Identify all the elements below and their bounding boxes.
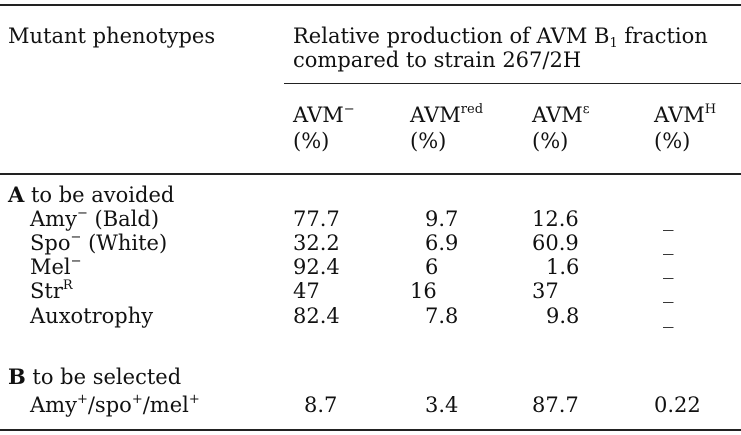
cell-mel-avm-red: 6 (425, 255, 439, 279)
row-label-mel: Mel− (30, 254, 82, 279)
column-unit-avm-epsilon: (%) (532, 129, 569, 153)
cell-auxotrophy-avm-epsilon: 9.8 (546, 304, 580, 328)
cell-mel-avm-epsilon: 1.6 (546, 255, 580, 279)
cell-selected-avm-minus: 8.7 (304, 393, 338, 417)
column-unit-avm-h: (%) (654, 129, 691, 153)
row-label-str: StrR (30, 278, 73, 303)
cell-amy-avm-red: 9.7 (425, 207, 459, 231)
column-header-avm-epsilon: AVMε (532, 102, 590, 127)
section-a-heading: A to be avoided (8, 182, 175, 208)
bottom-rule (0, 429, 741, 431)
cell-mel-avm-minus: 92.4 (293, 255, 340, 279)
header-bottom-rule (0, 173, 741, 175)
row-label-amy-spo-mel: Amy+/spo+/mel+ (30, 392, 200, 417)
cell-auxotrophy-avm-minus: 82.4 (293, 304, 340, 328)
cell-selected-avm-epsilon: 87.7 (532, 393, 579, 417)
cell-auxotrophy-avm-h: _ (663, 304, 674, 328)
row-label-auxotrophy: Auxotrophy (30, 304, 154, 328)
cell-amy-avm-epsilon: 12.6 (532, 207, 579, 231)
row-label-spo: Spo− (White) (30, 230, 168, 255)
cell-selected-avm-red: 3.4 (425, 393, 459, 417)
cell-amy-avm-h: _ (663, 207, 674, 231)
cell-spo-avm-epsilon: 60.9 (532, 231, 579, 255)
cell-spo-avm-minus: 32.2 (293, 231, 340, 255)
cell-spo-avm-h: _ (663, 231, 674, 255)
top-rule (0, 4, 741, 6)
cell-mel-avm-h: _ (663, 255, 674, 279)
header-subrule (284, 83, 741, 84)
table-header-title-line2: compared to strain 267/2H (293, 48, 582, 72)
column-header-avm-red: AVMred (410, 102, 484, 127)
cell-str-avm-epsilon: 37 (532, 279, 559, 303)
cell-amy-avm-minus: 77.7 (293, 207, 340, 231)
cell-str-avm-red: 16 (410, 279, 437, 303)
section-b-heading: B to be selected (8, 364, 182, 390)
cell-selected-avm-h: 0.22 (654, 393, 701, 417)
cell-spo-avm-red: 6.9 (425, 231, 459, 255)
cell-str-avm-h: _ (663, 279, 674, 303)
row-label-amy: Amy− (Bald) (30, 206, 160, 231)
cell-str-avm-minus: 47 (293, 279, 320, 303)
column-header-avm-minus: AVM− (293, 102, 355, 127)
column-header-avm-h: AVMH (654, 102, 717, 127)
column-header-mutant-phenotypes: Mutant phenotypes (8, 24, 216, 48)
column-unit-avm-red: (%) (410, 129, 447, 153)
column-unit-avm-minus: (%) (293, 129, 330, 153)
table-header-title-line1: Relative production of AVM B1 fraction (293, 24, 708, 51)
cell-auxotrophy-avm-red: 7.8 (425, 304, 459, 328)
